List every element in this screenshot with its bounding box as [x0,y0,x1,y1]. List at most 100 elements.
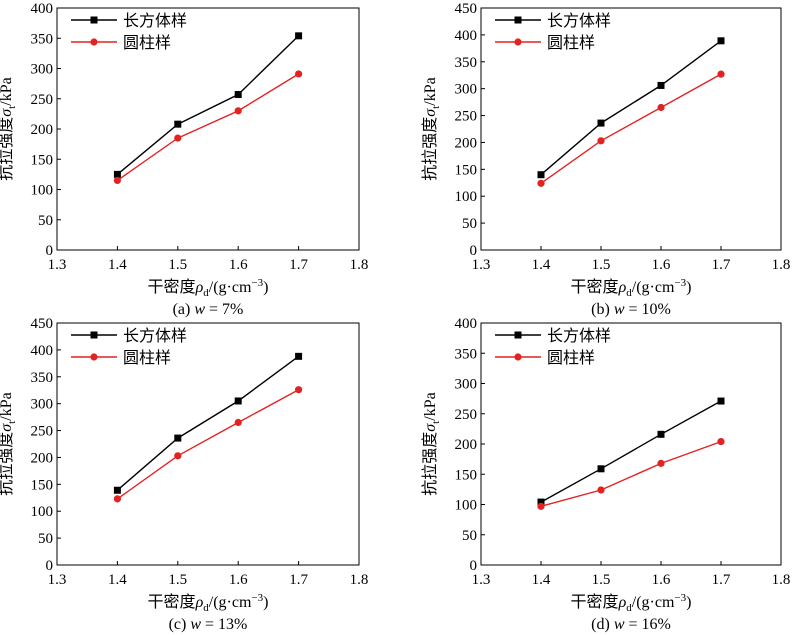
series-line-1 [540,40,722,176]
legend-label: 长方体样 [547,12,611,30]
y-tick-label: 100 [31,183,54,199]
y-tick-label: 100 [31,504,54,520]
panel-caption-value: = 7% [205,301,243,318]
plot-frame [480,7,782,251]
data-point-square [597,119,605,127]
y-axis-label-unit: /kPa [0,77,15,105]
x-tick-label: 1.8 [772,257,791,273]
series-line-2 [116,389,299,500]
y-tick-label: 0 [46,243,54,259]
y-axis-label-subscript: t [6,421,18,424]
y-axis-label-main: 抗拉强度 [0,117,15,181]
x-tick-label: 1.4 [532,572,551,588]
y-tick-label: 400 [31,343,54,359]
x-tick-label: 1.4 [108,257,127,273]
y-tick-label: 300 [455,82,478,98]
x-tick-label: 1.3 [48,257,67,273]
x-tick-label: 1.8 [350,257,369,273]
y-tick-label: 400 [455,28,478,44]
x-tick-label: 1.7 [289,257,308,273]
data-point-square [537,171,545,179]
legend-marker-circle [90,353,98,361]
x-tick-label: 1.3 [472,572,491,588]
y-axis-label-main: 抗拉强度 [421,432,439,496]
legend-label: 圆柱样 [123,34,171,52]
y-axis-label: 抗拉强度σt/kPa [0,77,18,180]
y-tick-label: 50 [462,528,477,544]
y-tick-label: 50 [38,531,53,547]
y-axis-label-symbol: σ [0,423,15,432]
data-point-square [174,120,182,128]
y-tick-label: 50 [38,213,53,229]
data-point-square [537,498,545,506]
data-point-square [657,430,665,438]
y-axis-label-unit: /kPa [422,392,439,420]
y-tick-label: 150 [31,477,54,493]
chart-panel-2: 0 50 100 150 200 250 300 350 400 450 1.3 1.4 1.5 1.6 1… [421,1,790,318]
x-tick-label: 1.8 [350,572,369,588]
y-axis-label-unit: /kPa [422,77,439,105]
panel-caption-variable: w [614,616,625,633]
y-axis-label-symbol: σ [0,108,15,117]
panel-caption-value: = 13% [201,616,247,633]
data-point-circle [234,107,242,115]
y-axis-label-subscript: t [6,106,18,109]
x-tick-label: 1.5 [592,572,611,588]
y-tick-label: 250 [455,109,478,125]
series-line-1 [116,35,300,175]
legend-marker-circle [514,38,522,46]
x-axis-label-main: 干密度 [148,278,196,296]
y-axis-label-main: 抗拉强度 [421,117,439,181]
y-tick-label: 300 [31,62,54,78]
x-axis-label-superscript: −3 [674,592,686,604]
legend-label: 长方体样 [123,12,187,30]
x-tick-label: 1.7 [289,572,308,588]
x-axis-label-superscript: −3 [674,277,686,289]
panel-caption-variable: w [194,301,205,318]
y-tick-label: 350 [31,31,54,47]
y-tick-label: 150 [455,162,478,178]
x-axis-label-unit-close: ) [263,279,268,296]
x-axis-label-subscript: d [626,602,632,614]
legend-label: 圆柱样 [547,349,595,367]
y-tick-label: 250 [31,92,54,108]
x-axis-label-symbol: ρ [195,279,204,296]
y-axis-label-main: 抗拉强度 [0,432,15,496]
chart-panel-4: 0 50 100 150 200 250 300 350 400 1.3 1.4 1.5 1.6 1.7 1… [421,316,790,633]
data-point-square [295,32,303,40]
y-tick-label: 400 [455,316,478,332]
y-tick-label: 200 [31,122,54,138]
x-tick-label: 1.6 [229,257,248,273]
y-tick-label: 200 [455,437,478,453]
x-tick-label: 1.4 [108,572,127,588]
x-tick-label: 1.6 [229,572,248,588]
y-axis-label-symbol: σ [422,423,439,432]
y-tick-label: 400 [31,1,54,17]
y-axis-label-symbol: σ [422,108,439,117]
series-line-1 [116,355,300,491]
y-tick-label: 450 [455,1,478,17]
legend-marker-circle [90,38,98,46]
x-axis-label-superscript: −3 [251,277,263,289]
x-tick-label: 1.4 [532,257,551,273]
y-tick-label: 200 [31,450,54,466]
y-tick-label: 200 [455,135,478,151]
data-point-circle [597,486,605,494]
x-tick-label: 1.3 [472,257,491,273]
data-point-square [174,434,182,442]
data-point-circle [657,459,665,467]
x-tick-label: 1.5 [168,572,187,588]
plot-frame [56,322,360,566]
y-tick-label: 450 [31,316,54,332]
x-axis-label-unit: /(g·cm [632,594,675,611]
data-point-square [717,397,725,405]
x-axis-label-unit: /(g·cm [209,279,252,296]
y-tick-label: 250 [455,407,478,423]
legend-label: 长方体样 [547,327,611,345]
x-axis-label-symbol: ρ [618,279,627,296]
data-point-square [295,352,303,360]
y-axis-label-unit: /kPa [0,392,15,420]
x-axis-label-symbol: ρ [195,594,204,611]
series-line-2 [116,73,299,181]
series-line-2 [540,440,722,507]
